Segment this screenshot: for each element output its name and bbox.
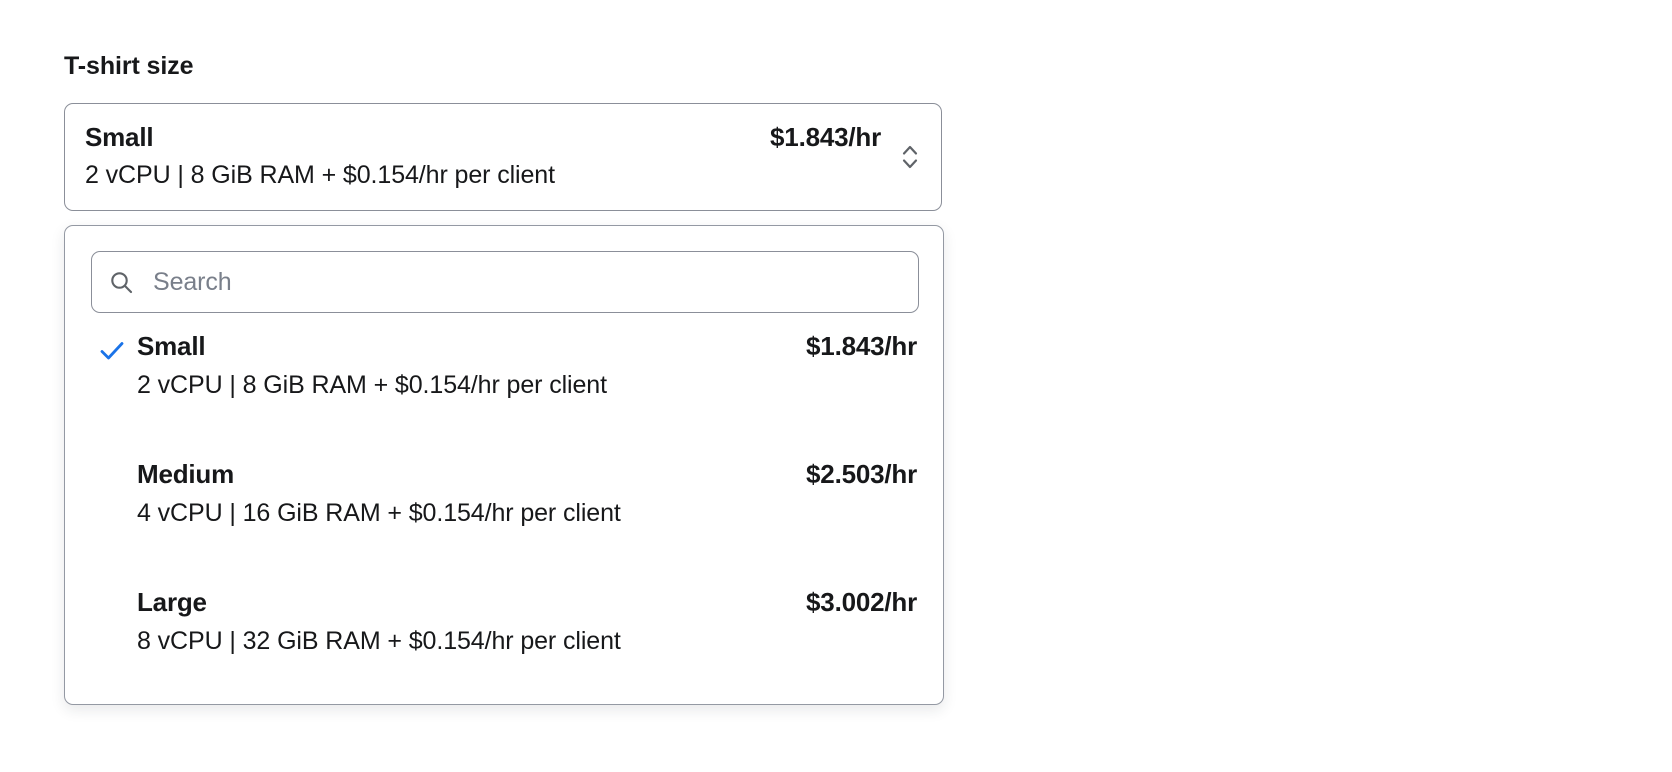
option-title: Small bbox=[137, 331, 206, 361]
option-description: 4 vCPU | 16 GiB RAM + $0.154/hr per clie… bbox=[137, 498, 621, 527]
option-headline: Small $1.843/hr bbox=[137, 330, 917, 363]
option-price: $3.002/hr bbox=[806, 587, 917, 617]
option-headline: Medium $2.503/hr bbox=[137, 458, 917, 491]
option-row-large[interactable]: Large $3.002/hr 8 vCPU | 32 GiB RAM + $0… bbox=[65, 586, 943, 714]
option-title: Large bbox=[137, 587, 207, 617]
select-trigger-title: Small bbox=[85, 122, 154, 153]
option-description: 2 vCPU | 8 GiB RAM + $0.154/hr per clien… bbox=[137, 370, 607, 399]
page-title: T-shirt size bbox=[64, 52, 194, 80]
search-input[interactable] bbox=[153, 267, 902, 297]
option-price: $1.843/hr bbox=[806, 331, 917, 361]
option-description: 8 vCPU | 32 GiB RAM + $0.154/hr per clie… bbox=[137, 626, 621, 655]
size-option-list: Small $1.843/hr 2 vCPU | 8 GiB RAM + $0.… bbox=[65, 330, 943, 714]
select-trigger-text: Small $1.843/hr 2 vCPU | 8 GiB RAM + $0.… bbox=[85, 121, 891, 192]
option-row-medium[interactable]: Medium $2.503/hr 4 vCPU | 16 GiB RAM + $… bbox=[65, 458, 943, 586]
option-headline: Large $3.002/hr bbox=[137, 586, 917, 619]
tshirt-size-dropdown-panel: Small $1.843/hr 2 vCPU | 8 GiB RAM + $0.… bbox=[64, 225, 944, 705]
check-icon bbox=[97, 336, 127, 366]
select-trigger-price: $1.843/hr bbox=[770, 122, 881, 153]
option-title: Medium bbox=[137, 459, 235, 489]
tshirt-size-select-trigger[interactable]: Small $1.843/hr 2 vCPU | 8 GiB RAM + $0.… bbox=[64, 103, 942, 211]
select-trigger-description: 2 vCPU | 8 GiB RAM + $0.154/hr per clien… bbox=[85, 160, 555, 189]
selector-up-down-icon[interactable] bbox=[897, 137, 923, 177]
search-icon bbox=[108, 269, 135, 296]
option-row-small[interactable]: Small $1.843/hr 2 vCPU | 8 GiB RAM + $0.… bbox=[65, 330, 943, 458]
select-trigger-headline: Small $1.843/hr bbox=[85, 121, 891, 154]
option-price: $2.503/hr bbox=[806, 459, 917, 489]
dropdown-search-box[interactable] bbox=[91, 251, 919, 313]
